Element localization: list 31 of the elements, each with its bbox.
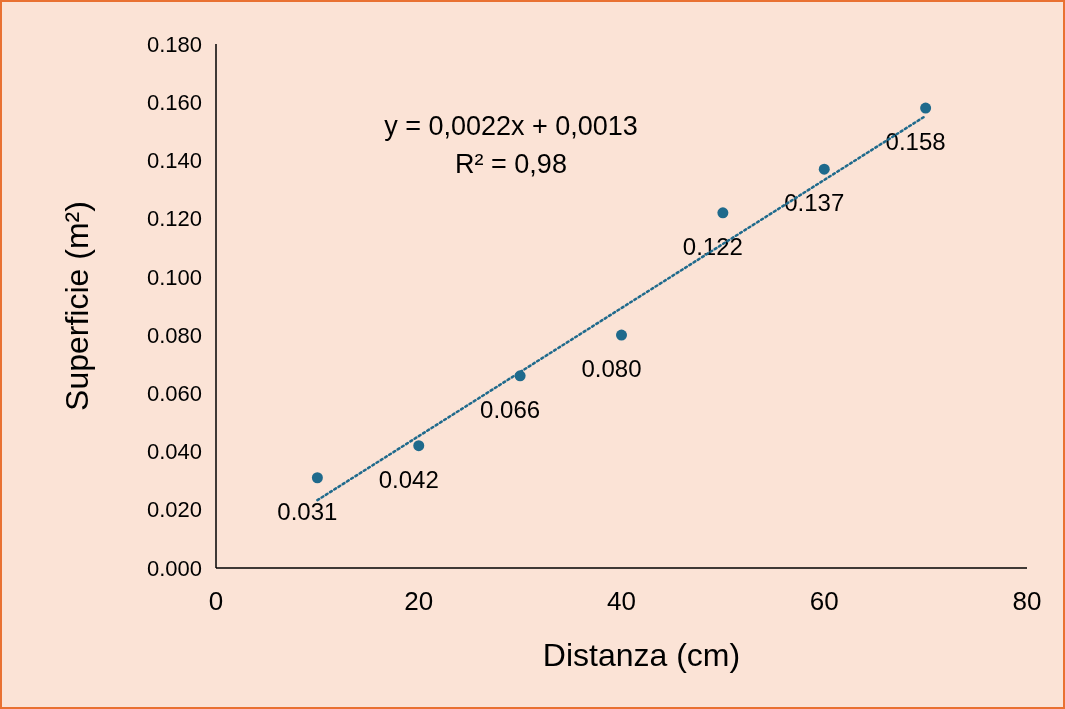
y-tick-label: 0.000 [146,555,202,581]
annotation: y = 0,0022x + 0,0013 [384,111,638,141]
point [616,329,627,341]
data-label: 0.080 [581,355,642,383]
data-label: 0.158 [885,128,946,156]
point [818,163,830,175]
data-label: 0.042 [378,465,439,493]
data-label: 0.066 [480,395,541,423]
x-axis-title: Distanza (cm) [542,637,741,673]
x-tick-label: 80 [1012,586,1042,616]
y-tick-label: 0.080 [146,322,202,348]
point [920,102,932,114]
x-tick-label: 0 [208,586,224,616]
point [413,440,425,452]
y-tick-label: 0.120 [146,206,202,232]
y-axis-title: Superficie (m²) [59,201,95,411]
x-tick-label: 40 [607,586,636,616]
y-tick-label: 0.160 [146,89,202,115]
data-label: 0.137 [784,189,845,217]
annotation: R² = 0,98 [455,149,567,179]
y-tick-label: 0.180 [146,31,202,57]
x-tick-label: 20 [404,586,434,616]
point [717,207,729,219]
y-tick-label: 0.020 [146,497,202,523]
y-tick-label: 0.140 [146,148,202,174]
x-tick-label: 60 [809,586,839,616]
data-label: 0.031 [277,497,338,525]
y-tick-label: 0.040 [146,439,202,465]
y-tick-label: 0.060 [146,381,202,407]
y-tick-label: 0.100 [146,264,202,290]
point [311,472,323,484]
